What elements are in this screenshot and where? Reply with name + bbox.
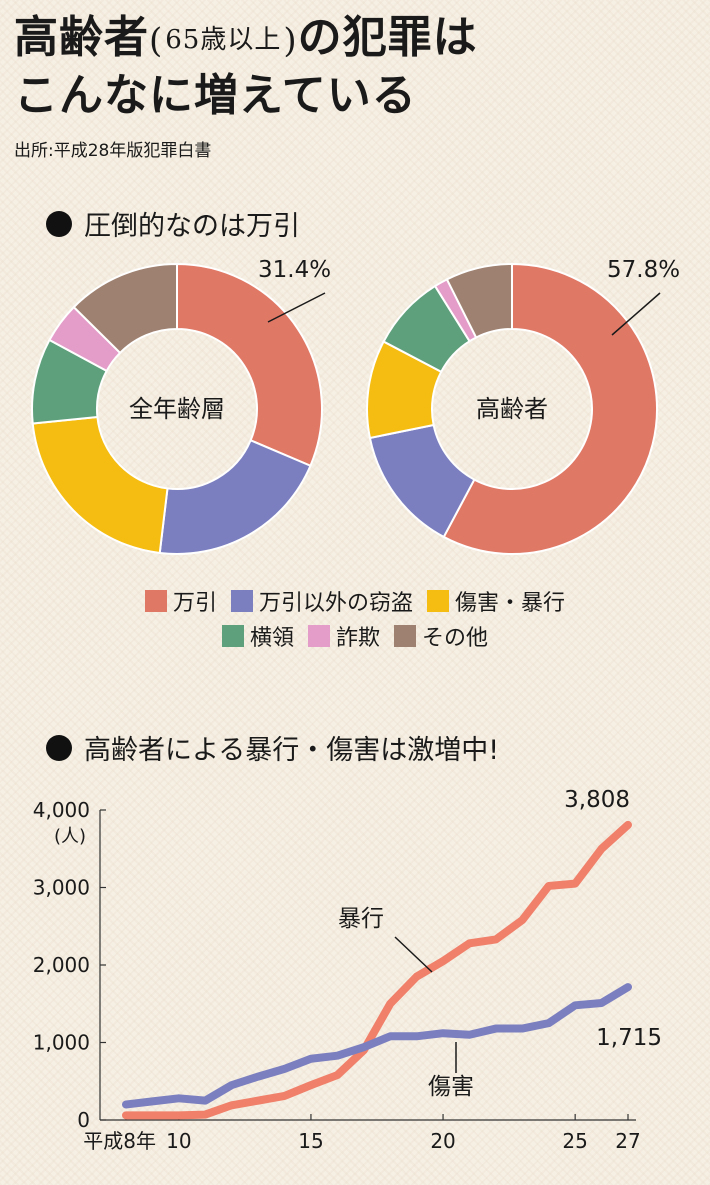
x-tick-label: 20 [430,1129,455,1153]
donut-slice [176,262,323,468]
donut-slice [31,415,169,555]
bullet-icon [46,734,72,761]
legend-swatch [144,590,167,612]
legend-item: 詐欺 [307,620,380,652]
series-leader [394,936,433,973]
legend-swatch [427,590,449,612]
bullet-icon [46,210,72,237]
page-title-line1: 高齢者(65歳以上)の犯罪は [14,16,478,60]
series-label: 傷害 [428,1074,474,1100]
callout-percent: 31.4% [258,257,331,283]
legend-row-1: 万引 万引以外の窃盗 傷害・暴行 [0,585,710,617]
legend-row-2: 横領 詐欺 その他 [0,620,710,652]
donut-center-label: 高齢者 [476,395,548,423]
donut-slice [72,262,178,355]
title-paren-close: ) [283,21,298,61]
x-tick-label: 27 [615,1129,640,1153]
section-heading-text: 高齢者による暴行・傷害は激増中! [84,735,500,766]
x-tick-label: 10 [166,1129,191,1153]
y-tick-label: 3,000 [33,876,90,900]
y-unit-label: (人) [54,826,86,847]
legend-label: 傷害・暴行 [455,591,566,616]
legend-swatch [221,625,244,647]
source-note: 出所:平成28年版犯罪白書 [14,141,212,161]
legend-swatch [394,625,416,647]
callout-leader [267,292,326,323]
donut-center-label: 全年齢層 [129,395,225,423]
page-title-line2: こんなに増えている [14,70,417,121]
x-tick-label: 平成8年 [83,1129,156,1153]
donut-slice [445,262,513,339]
section-heading-violence: 高齢者による暴行・傷害は激増中! [46,728,499,767]
title-paren-text: 65歳以上 [165,25,282,55]
legend-label: 万引以外の窃盗 [258,591,413,616]
end-value-label: 3,808 [564,787,630,813]
legend-item: 横領 [221,620,294,652]
legend-swatch [307,625,330,647]
y-tick-label: 4,000 [33,798,90,822]
series-label: 暴行 [338,906,384,932]
legend-label: 詐欺 [335,626,380,651]
y-tick-label: 1,000 [33,1031,90,1055]
donut-charts: 全年齢層 31.4% 高齢者 57.8% [31,257,680,555]
x-tick-label: 15 [298,1129,323,1153]
section-heading-shoplifting: 圧倒的なのは万引 [46,204,300,243]
legend-item: その他 [394,620,488,652]
legend-item: 傷害・暴行 [427,585,565,617]
legend-label: その他 [422,626,489,651]
line-chart: 0 1,000 2,000 3,000 4,000 (人) 平成8年 10 15 20 25 27 3,… [33,787,662,1153]
title-part-b: の犯罪は [297,12,478,63]
series-line [122,983,632,1109]
legend-label: 万引 [172,591,217,616]
legend-label: 横領 [249,626,294,651]
legend-swatch [230,590,253,612]
series-line [122,820,632,1120]
y-tick-label: 0 [77,1108,90,1132]
section-heading-text: 圧倒的なのは万引 [84,211,300,242]
donut-slice [158,438,312,555]
legend-item: 万引以外の窃盗 [230,585,413,617]
y-tick-label: 2,000 [33,953,90,977]
callout-leader [611,292,661,336]
x-tick-label: 25 [562,1129,587,1153]
legend-item: 万引 [144,585,217,617]
title-part-a: 高齢者 [14,12,149,63]
title-paren-open: ( [149,21,164,61]
end-value-label: 1,715 [596,1025,662,1051]
donut-slice [442,262,658,555]
callout-percent: 57.8% [607,257,680,283]
